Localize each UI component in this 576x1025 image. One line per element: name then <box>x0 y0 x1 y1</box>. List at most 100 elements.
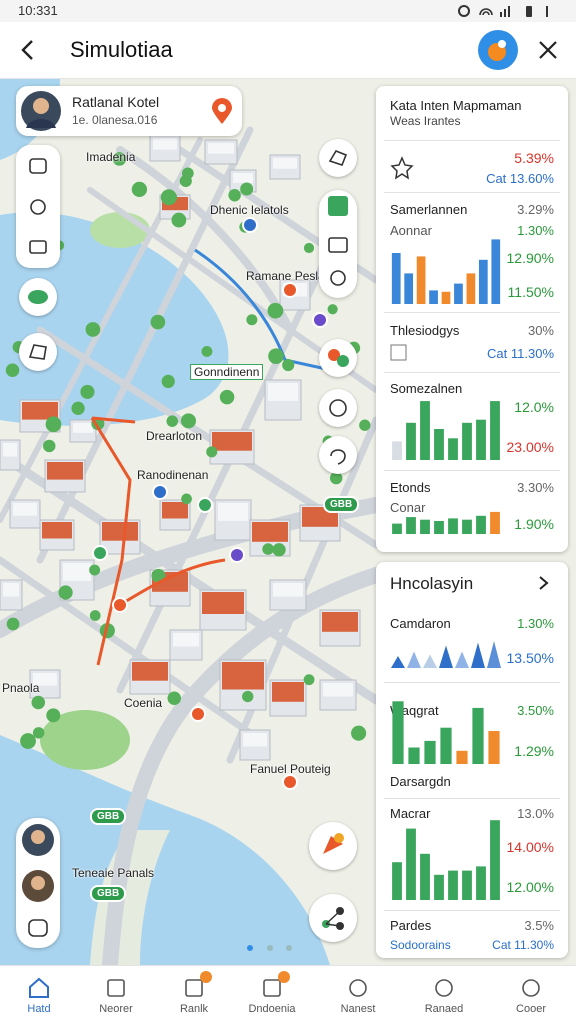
map-label: Dhenic Ielatols <box>210 203 289 217</box>
control-icon[interactable] <box>330 270 346 286</box>
bar <box>404 273 414 304</box>
icon-shape <box>337 355 349 367</box>
layer-button[interactable] <box>19 278 57 316</box>
divider <box>384 372 560 373</box>
roof <box>268 383 298 401</box>
road <box>102 567 384 973</box>
bar <box>440 727 452 764</box>
metric-label: Thlesiodgys <box>390 323 460 338</box>
nav-label[interactable]: Ranaed <box>424 1003 464 1015</box>
action-button[interactable] <box>309 822 357 870</box>
tree <box>20 733 36 749</box>
map-pin <box>197 497 213 513</box>
map-label: Ranodinenan <box>137 468 209 482</box>
nav-badge <box>278 971 290 983</box>
bar <box>491 239 501 304</box>
tree <box>151 568 166 583</box>
triangle-mark <box>391 656 405 668</box>
metric-value: 3.50% <box>517 703 554 718</box>
map-button[interactable] <box>319 139 357 177</box>
nav-icon[interactable] <box>432 976 456 1000</box>
bar <box>429 290 438 304</box>
nav-label[interactable]: Neorer <box>99 1003 133 1015</box>
pin <box>212 98 232 124</box>
nav-icon[interactable] <box>182 976 206 1000</box>
tool-icon[interactable] <box>29 158 47 174</box>
avatar-body <box>26 119 56 128</box>
draw-button[interactable] <box>19 333 57 371</box>
nav-label[interactable]: Cooer <box>516 1003 546 1015</box>
tree <box>179 174 192 188</box>
tree <box>272 543 286 557</box>
map-pin <box>312 312 328 328</box>
map-label: Drearloton <box>146 429 203 443</box>
divider <box>384 192 560 193</box>
tree <box>161 374 175 389</box>
tree <box>327 304 338 315</box>
nav-icon[interactable] <box>104 976 128 1000</box>
nav-icon[interactable] <box>346 976 370 1000</box>
expand-button[interactable] <box>536 574 552 592</box>
place-name: Ratlanal Kotel <box>72 94 160 110</box>
nav-icon[interactable] <box>519 976 543 1000</box>
divider <box>384 470 560 471</box>
back-button[interactable] <box>16 38 40 62</box>
nav-label[interactable]: Hatd <box>27 1003 51 1015</box>
route-arrow <box>90 417 132 666</box>
metric-label: Camdaron <box>390 616 451 631</box>
bar <box>420 853 430 900</box>
roof <box>208 143 234 154</box>
tree <box>160 189 177 206</box>
metric-sublabel: Conar <box>390 500 426 515</box>
metric-value: 13.0% <box>517 806 554 821</box>
nav-glyph <box>29 977 49 998</box>
icon <box>322 907 344 930</box>
icon-shape <box>323 836 343 854</box>
bar <box>434 874 444 900</box>
road <box>0 556 264 744</box>
roof <box>272 682 304 702</box>
tree <box>246 314 258 326</box>
nav-label[interactable]: Nanest <box>340 1003 376 1015</box>
icons[interactable] <box>319 190 357 298</box>
tree <box>43 439 56 453</box>
checkbox[interactable] <box>390 344 408 362</box>
bar <box>448 438 458 460</box>
add-icon[interactable] <box>28 919 48 937</box>
place-card[interactable]: Ratlanal Kotel 1e. 0lanesa.016 <box>16 86 242 136</box>
control-icon[interactable] <box>328 237 348 253</box>
nav-icon[interactable] <box>260 976 284 1000</box>
star-shape <box>390 156 414 180</box>
nav-badge <box>200 971 212 983</box>
control-icon[interactable] <box>328 196 348 216</box>
close-button[interactable] <box>538 40 558 60</box>
people-icons[interactable] <box>16 818 60 948</box>
tree <box>89 610 101 621</box>
metric-label: Etonds <box>390 480 431 495</box>
profile-button[interactable] <box>476 28 520 72</box>
roof <box>323 683 353 697</box>
bar <box>392 701 404 764</box>
tree <box>6 617 20 631</box>
map-pin <box>112 597 128 613</box>
nav-label[interactable]: Dndoenia <box>248 1003 296 1015</box>
nav-glyph <box>522 979 540 997</box>
tool-icon[interactable] <box>30 199 46 215</box>
icon-shape <box>28 290 48 304</box>
share-button[interactable] <box>309 894 357 942</box>
roof <box>322 612 358 632</box>
tree <box>58 585 73 600</box>
roof <box>252 522 288 542</box>
tree <box>80 384 95 399</box>
nav-label[interactable]: Ranlk <box>179 1003 209 1015</box>
insights-panel: Kata Inten Mapmaman Weas Irantes 5.39% C… <box>376 86 568 552</box>
avatar-face <box>31 876 45 890</box>
poi-button[interactable] <box>319 339 357 377</box>
nav-icon[interactable] <box>27 976 51 1000</box>
location-button[interactable] <box>319 436 357 474</box>
details-panel: Hncolasyin Camdaron 1.30% 13.50% Waqgrat… <box>376 562 568 958</box>
header-title: Simulotiaa <box>70 37 173 62</box>
tool-icons[interactable] <box>26 155 50 259</box>
route-button[interactable] <box>319 389 357 427</box>
tool-icon[interactable] <box>29 240 47 254</box>
